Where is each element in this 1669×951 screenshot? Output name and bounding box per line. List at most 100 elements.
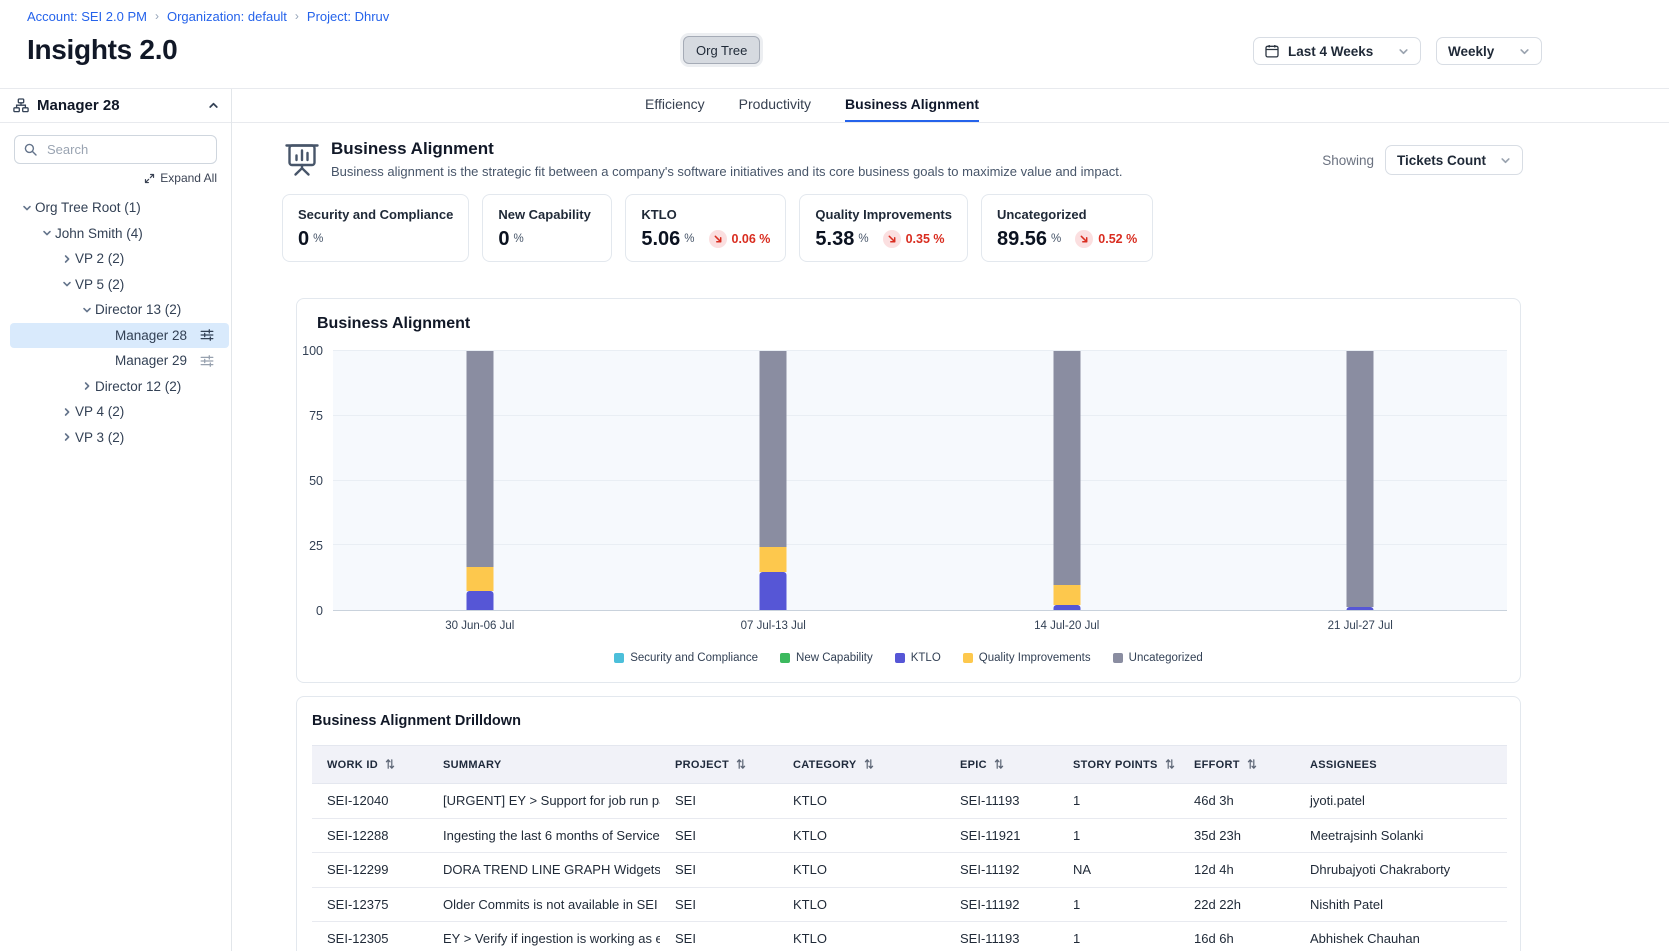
sort-arrows-icon[interactable] — [987, 759, 1004, 771]
legend-item-uncategorized[interactable]: Uncategorized — [1113, 652, 1203, 664]
stat-delta-badge: 0.35 % — [883, 230, 945, 248]
granularity-value: Weekly — [1448, 44, 1494, 59]
expand-all-button[interactable]: Expand All — [14, 171, 217, 185]
column-header-story-points[interactable]: STORY POINTS — [1058, 746, 1179, 784]
column-header-category[interactable]: CATEGORY — [778, 746, 945, 784]
bar-segment-ktlo[interactable] — [1347, 607, 1374, 610]
chevron-right-icon[interactable] — [78, 381, 95, 391]
tree-item-vp-5-2[interactable]: VP 5 (2) — [0, 272, 231, 298]
tree-item-manager-29[interactable]: Manager 29 — [0, 348, 231, 374]
chevron-up-icon[interactable] — [208, 100, 219, 111]
x-axis-tick-label: 30 Jun-06 Jul — [445, 620, 514, 632]
tab-efficiency[interactable]: Efficiency — [645, 96, 705, 122]
legend-item-new-capability[interactable]: New Capability — [780, 652, 873, 664]
chevron-right-icon: › — [295, 9, 299, 23]
sort-arrows-icon[interactable] — [729, 759, 746, 771]
legend-swatch — [1113, 653, 1123, 663]
table-cell: KTLO — [778, 922, 945, 951]
sort-arrows-icon[interactable] — [1240, 759, 1257, 771]
tree-item-vp-4-2[interactable]: VP 4 (2) — [0, 399, 231, 425]
breadcrumb-link-organization-default[interactable]: Organization: default — [167, 9, 287, 24]
tree-item-org-tree-root-1[interactable]: Org Tree Root (1) — [0, 195, 231, 221]
stat-card-unit: % — [1051, 233, 1061, 245]
table-cell: KTLO — [778, 784, 945, 819]
column-header-epic[interactable]: EPIC — [945, 746, 1058, 784]
showing-dropdown[interactable]: Tickets Count — [1385, 145, 1523, 175]
legend-label: Security and Compliance — [630, 652, 758, 664]
chevron-down-icon[interactable] — [18, 203, 35, 213]
table-cell: [URGENT] EY > Support for job run par... — [428, 784, 660, 819]
org-tree-sidebar: Manager 28 Expand All Org Tree Root (1) J… — [0, 89, 232, 951]
table-row-sei-12299[interactable]: SEI-12299DORA TREND LINE GRAPH Widgets i… — [312, 853, 1507, 888]
trend-down-arrow-icon — [1075, 230, 1093, 248]
drilldown-table: WORK ID SUMMARY PROJECTCATEGORYEPICSTORY P… — [312, 745, 1507, 951]
table-row-sei-12375[interactable]: SEI-12375Older Commits is not available … — [312, 887, 1507, 922]
bar-segment-quality-improvements[interactable] — [1053, 585, 1080, 605]
tree-item-label: John Smith (4) — [55, 226, 143, 241]
tree-item-john-smith-4[interactable]: John Smith (4) — [0, 221, 231, 247]
stacked-bar-21-jul-27-jul[interactable] — [1347, 351, 1374, 610]
y-axis-tick-label: 100 — [302, 344, 323, 358]
tree-item-director-13-2[interactable]: Director 13 (2) — [0, 297, 231, 323]
bar-segment-quality-improvements[interactable] — [466, 567, 493, 590]
bar-segment-ktlo[interactable] — [760, 572, 787, 610]
breadcrumb-link-project-dhruv[interactable]: Project: Dhruv — [307, 9, 389, 24]
tab-productivity[interactable]: Productivity — [739, 96, 811, 122]
column-header-label: WORK ID — [327, 759, 378, 771]
table-cell: SEI-11192 — [945, 853, 1058, 888]
table-cell: SEI — [660, 887, 778, 922]
stat-delta-badge: 0.52 % — [1075, 230, 1137, 248]
column-header-label: SUMMARY — [443, 759, 502, 771]
legend-label: Uncategorized — [1129, 652, 1203, 664]
chevron-right-icon[interactable] — [58, 254, 75, 264]
legend-item-ktlo[interactable]: KTLO — [895, 652, 941, 664]
stat-card-value: 0 — [298, 229, 309, 249]
filter-sliders-icon[interactable] — [200, 354, 214, 368]
bar-segment-uncategorized[interactable] — [760, 351, 787, 547]
column-header-project[interactable]: PROJECT — [660, 746, 778, 784]
column-header-work-id[interactable]: WORK ID — [312, 746, 428, 784]
legend-item-quality-improvements[interactable]: Quality Improvements — [963, 652, 1091, 664]
table-cell: KTLO — [778, 818, 945, 853]
granularity-dropdown[interactable]: Weekly — [1436, 37, 1542, 65]
tab-business-alignment[interactable]: Business Alignment — [845, 96, 979, 122]
filter-sliders-icon[interactable] — [200, 328, 214, 342]
tree-item-manager-28[interactable]: Manager 28 — [0, 323, 231, 349]
chevron-down-icon[interactable] — [58, 279, 75, 289]
table-row-sei-12288[interactable]: SEI-12288Ingesting the last 6 months of … — [312, 818, 1507, 853]
bar-segment-uncategorized[interactable] — [1347, 351, 1374, 607]
chevron-right-icon[interactable] — [58, 407, 75, 417]
column-header-effort[interactable]: EFFORT — [1179, 746, 1295, 784]
stacked-bar-07-jul-13-jul[interactable] — [760, 351, 787, 610]
stacked-bar-30-jun-06-jul[interactable] — [466, 351, 493, 610]
chevron-down-icon[interactable] — [38, 228, 55, 238]
table-cell: SEI-12288 — [312, 818, 428, 853]
sort-arrows-icon[interactable] — [378, 759, 395, 771]
bar-segment-ktlo[interactable] — [466, 591, 493, 610]
showing-value: Tickets Count — [1397, 153, 1486, 168]
bar-segment-uncategorized[interactable] — [1053, 351, 1080, 585]
tree-item-vp-3-2[interactable]: VP 3 (2) — [0, 425, 231, 451]
chevron-right-icon[interactable] — [58, 432, 75, 442]
stat-card-unit: % — [684, 233, 694, 245]
table-row-sei-12305[interactable]: SEI-12305EY > Verify if ingestion is wor… — [312, 922, 1507, 951]
chevron-down-icon — [1500, 155, 1511, 166]
table-row-sei-12040[interactable]: SEI-12040[URGENT] EY > Support for job r… — [312, 784, 1507, 819]
stacked-bar-14-jul-20-jul[interactable] — [1053, 351, 1080, 610]
sort-arrows-icon[interactable] — [1158, 759, 1175, 771]
org-tree-button[interactable]: Org Tree — [683, 36, 760, 64]
chevron-down-icon[interactable] — [78, 305, 95, 315]
bar-segment-quality-improvements[interactable] — [760, 547, 787, 573]
legend-item-security-and-compliance[interactable]: Security and Compliance — [614, 652, 758, 664]
tree-item-director-12-2[interactable]: Director 12 (2) — [0, 374, 231, 400]
bar-segment-ktlo[interactable] — [1053, 605, 1080, 610]
search-input[interactable] — [45, 141, 207, 158]
sort-arrows-icon[interactable] — [857, 759, 874, 771]
bar-segment-uncategorized[interactable] — [466, 351, 493, 567]
tree-item-vp-2-2[interactable]: VP 2 (2) — [0, 246, 231, 272]
date-range-dropdown[interactable]: Last 4 Weeks — [1253, 37, 1421, 65]
y-axis-tick-label: 75 — [309, 409, 323, 423]
breadcrumb-link-account-sei-2-0-pm[interactable]: Account: SEI 2.0 PM — [27, 9, 147, 24]
table-cell: 46d 3h — [1179, 784, 1295, 819]
table-cell: 1 — [1058, 784, 1179, 819]
